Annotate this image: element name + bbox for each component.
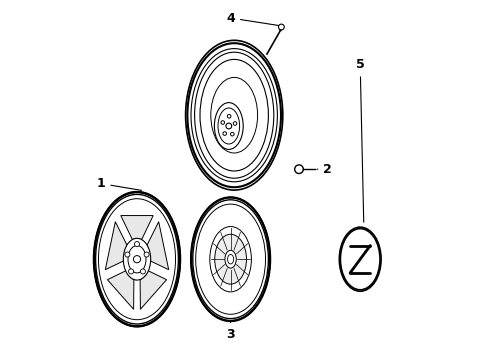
Ellipse shape	[123, 238, 151, 280]
Text: 2: 2	[317, 163, 332, 176]
Circle shape	[133, 256, 141, 263]
Ellipse shape	[191, 197, 270, 321]
Circle shape	[134, 242, 140, 247]
Polygon shape	[121, 216, 153, 239]
Text: 1: 1	[97, 177, 142, 190]
Circle shape	[141, 269, 146, 274]
Circle shape	[125, 252, 130, 257]
Circle shape	[221, 121, 224, 124]
Ellipse shape	[215, 234, 246, 284]
Circle shape	[278, 24, 284, 30]
Circle shape	[223, 132, 226, 135]
Circle shape	[233, 122, 237, 125]
Circle shape	[230, 132, 234, 136]
Polygon shape	[147, 222, 169, 270]
Ellipse shape	[339, 227, 381, 291]
Circle shape	[226, 123, 232, 129]
Text: 3: 3	[226, 322, 235, 341]
Text: 5: 5	[356, 58, 365, 222]
Polygon shape	[107, 271, 134, 309]
Circle shape	[294, 165, 303, 174]
Ellipse shape	[94, 192, 180, 327]
Polygon shape	[105, 222, 127, 270]
Ellipse shape	[225, 250, 236, 268]
Text: 4: 4	[226, 12, 279, 26]
Polygon shape	[140, 271, 167, 309]
Circle shape	[128, 269, 134, 274]
Ellipse shape	[186, 40, 283, 190]
Circle shape	[144, 252, 149, 257]
Circle shape	[227, 114, 231, 118]
Ellipse shape	[215, 103, 243, 149]
